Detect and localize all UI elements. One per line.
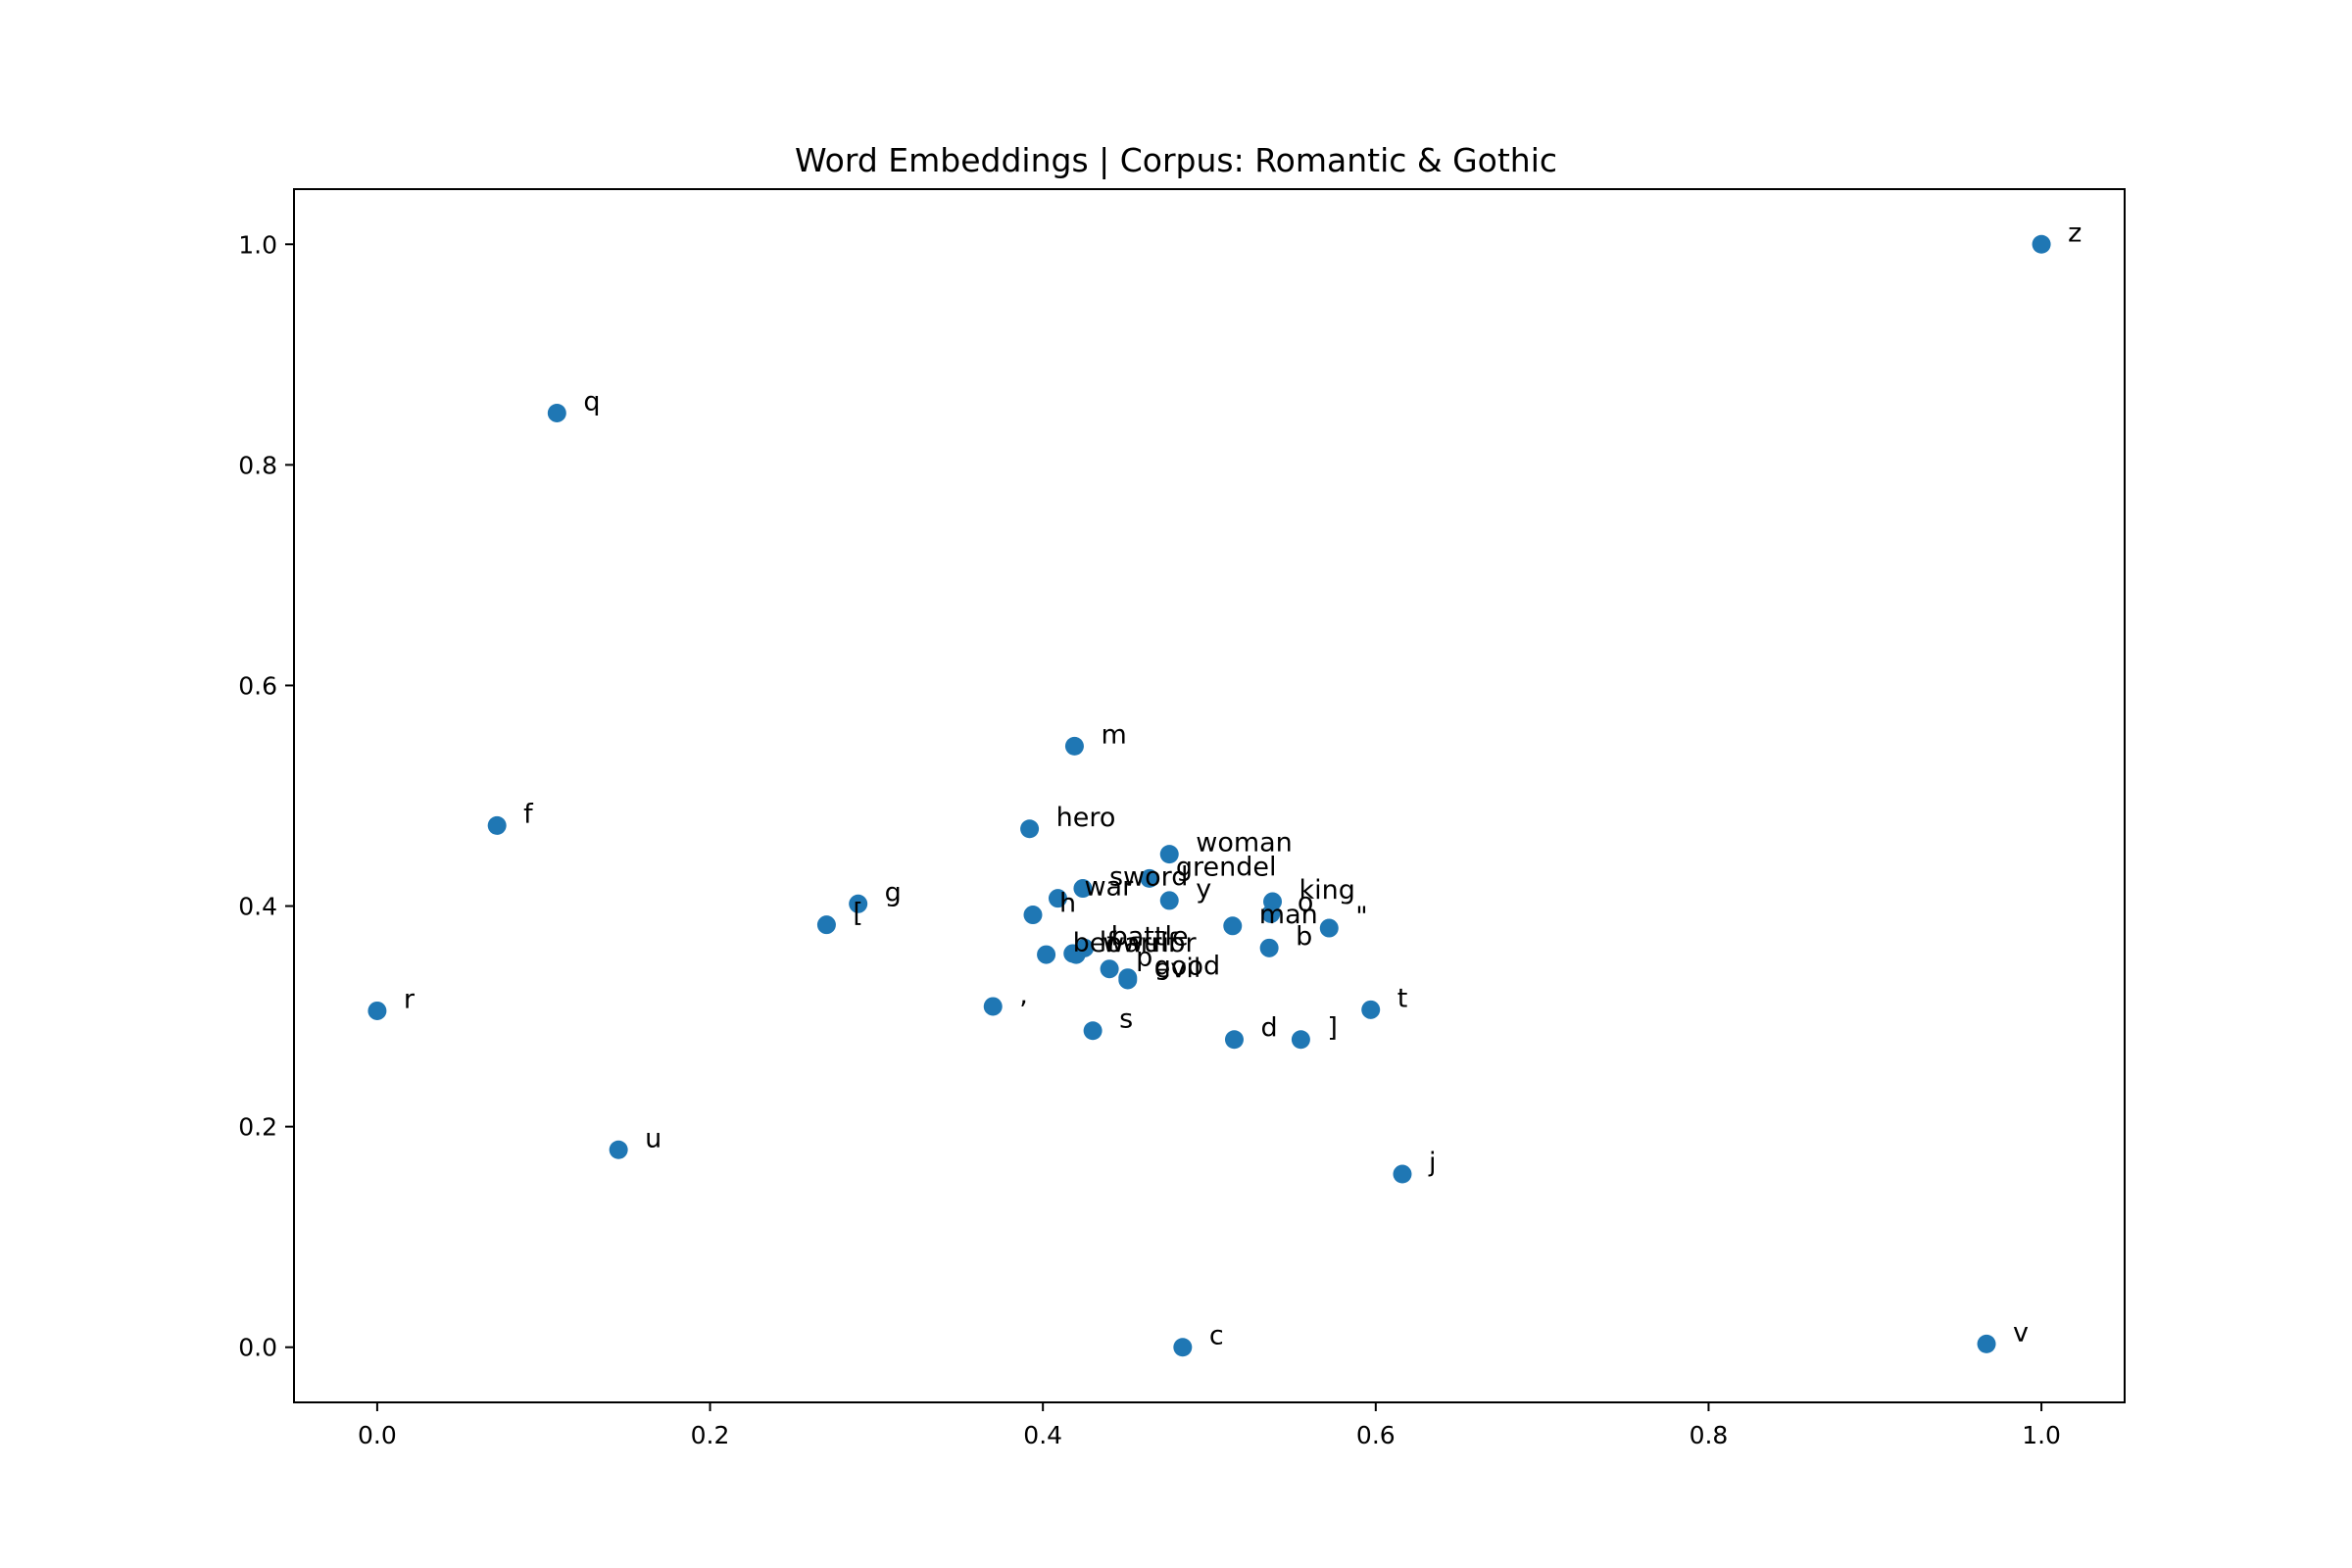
y-tick-label: 0.4 <box>238 893 277 921</box>
data-label: king <box>1299 875 1355 906</box>
data-point <box>1066 945 1086 964</box>
data-point <box>1223 916 1243 936</box>
data-point <box>1159 891 1179 910</box>
data-label: v <box>2013 1317 2029 1348</box>
data-label: man <box>1259 900 1318 930</box>
data-label: z <box>2068 218 2082 248</box>
data-label: warrior <box>1102 928 1197 958</box>
data-label: g <box>885 877 902 907</box>
data-label: c <box>1209 1321 1224 1351</box>
data-point <box>547 403 566 422</box>
data-point <box>1173 1338 1193 1357</box>
data-point <box>368 1001 387 1020</box>
y-axis: 0.0 0.2 0.4 0.6 0.8 1.0 <box>238 230 294 1362</box>
data-label: evil <box>1154 954 1201 984</box>
y-tick-label: 0.0 <box>238 1334 277 1362</box>
data-label: b <box>1296 921 1312 952</box>
data-label: r <box>404 984 416 1014</box>
chart-title: Word Embeddings | Corpus: Romantic & Got… <box>795 141 1557 179</box>
data-label: hero <box>1056 803 1116 833</box>
data-point <box>1037 945 1056 964</box>
x-tick-label: 0.2 <box>691 1421 730 1449</box>
y-tick-label: 0.6 <box>238 671 277 700</box>
y-tick-label: 0.2 <box>238 1113 277 1142</box>
data-label: o <box>1298 887 1314 917</box>
data-point <box>1259 938 1279 957</box>
data-point <box>1064 736 1084 756</box>
data-label: , <box>1019 980 1028 1010</box>
data-point <box>1361 1000 1381 1019</box>
data-label: h <box>1059 889 1076 919</box>
data-point <box>849 894 868 913</box>
data-point <box>983 997 1003 1016</box>
data-point <box>1319 918 1339 938</box>
x-tick-label: 0.8 <box>1690 1421 1729 1449</box>
data-label: m <box>1101 719 1126 750</box>
data-point <box>609 1140 628 1159</box>
data-label: j <box>1428 1148 1437 1178</box>
data-point <box>816 915 836 935</box>
data-label: good <box>1154 952 1220 982</box>
data-label: [ <box>853 899 863 929</box>
data-point <box>487 815 507 835</box>
data-points <box>368 234 2051 1357</box>
plot-frame <box>293 188 2126 1403</box>
data-label: grendel <box>1176 852 1277 882</box>
data-label: beowulf <box>1073 928 1179 958</box>
y-tick-label: 0.8 <box>238 451 277 479</box>
x-tick-label: 1.0 <box>2022 1421 2061 1449</box>
data-point <box>1118 970 1138 990</box>
x-axis: 0.0 0.2 0.4 0.6 0.8 1.0 <box>358 1402 2061 1449</box>
data-label: sword <box>1109 862 1188 893</box>
data-label: d <box>1260 1013 1277 1044</box>
data-label: lf <box>1100 927 1118 957</box>
data-point <box>1224 1030 1244 1050</box>
data-label: q <box>583 386 600 416</box>
y-tick-label: 1.0 <box>238 230 277 259</box>
x-tick-label: 0.0 <box>358 1421 397 1449</box>
data-point <box>1140 868 1159 888</box>
data-point <box>1977 1334 1996 1353</box>
data-label: p <box>1136 943 1152 973</box>
data-point <box>1159 845 1179 864</box>
data-label: y <box>1196 874 1211 905</box>
data-point <box>1261 904 1281 923</box>
data-label: " <box>1355 902 1367 932</box>
data-label: war <box>1084 872 1134 903</box>
data-point <box>1020 819 1040 839</box>
data-label: ] <box>1327 1013 1338 1044</box>
data-label: woman <box>1196 828 1293 858</box>
data-label: u <box>645 1123 662 1153</box>
data-point <box>1100 959 1119 979</box>
data-label: t <box>1397 983 1408 1013</box>
data-point <box>1393 1164 1412 1184</box>
data-point <box>1083 1021 1102 1041</box>
data-point <box>1291 1030 1310 1050</box>
data-label: battle <box>1111 921 1189 952</box>
data-label: f <box>523 799 534 829</box>
data-point <box>1048 889 1067 908</box>
data-point <box>2032 234 2051 254</box>
data-point <box>1073 879 1093 899</box>
data-label: s <box>1119 1004 1133 1035</box>
x-tick-label: 0.4 <box>1023 1421 1062 1449</box>
x-tick-label: 0.6 <box>1356 1421 1396 1449</box>
data-point <box>1023 906 1043 925</box>
